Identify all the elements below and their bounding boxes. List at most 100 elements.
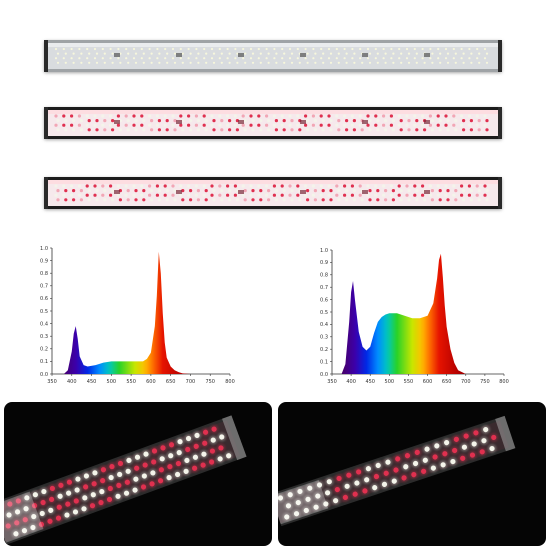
led-chip [407, 119, 411, 123]
led-chip [21, 528, 28, 534]
led-chip [32, 492, 38, 498]
led-chip [234, 57, 237, 60]
x-tick-label: 750 [205, 379, 215, 385]
led-chip [117, 47, 120, 51]
led-chip [101, 114, 105, 118]
led-chip [234, 47, 237, 51]
led-chip [413, 57, 416, 60]
led-chip [282, 119, 286, 123]
led-chip [202, 429, 209, 435]
led-chip [241, 193, 245, 197]
led-chip [473, 430, 479, 436]
led-chip [452, 123, 456, 127]
led-chip [421, 193, 425, 197]
led-chip [313, 119, 317, 123]
led-chip [321, 128, 325, 132]
led-chip [335, 123, 339, 127]
led-chip [87, 198, 91, 202]
led-chip [267, 119, 271, 123]
led-chip [358, 193, 362, 197]
led-chip [462, 119, 466, 123]
led-chip [103, 128, 107, 132]
led-bar-red-white [44, 107, 502, 139]
led-chip [400, 52, 403, 55]
led-chip [415, 189, 419, 193]
y-tick-label: 0.6 [320, 297, 328, 303]
led-chip [242, 47, 245, 51]
led-chip [429, 47, 432, 51]
led-chip [103, 52, 106, 55]
x-tick-label: 350 [327, 379, 337, 385]
led-chip [220, 128, 224, 132]
led-chip [450, 458, 456, 465]
led-chip [390, 57, 393, 60]
led-chip [391, 189, 395, 193]
led-chip [420, 468, 427, 474]
led-chip [413, 193, 417, 197]
led-chip [444, 193, 448, 197]
led-chip [272, 184, 276, 188]
led-chip [160, 445, 166, 451]
led-chip [454, 52, 457, 55]
led-chip [87, 119, 91, 123]
led-chip [280, 123, 284, 127]
led-chip [217, 456, 223, 462]
led-chip [274, 198, 278, 202]
led-chip [204, 198, 208, 202]
led-chip [405, 193, 409, 197]
led-chip [187, 123, 191, 127]
led-chip [321, 119, 325, 123]
led-chip [209, 459, 215, 465]
led-chip [187, 184, 191, 188]
led-chip [151, 459, 157, 465]
led-chip [116, 184, 120, 188]
led-chip [127, 61, 130, 64]
led-chip [352, 189, 356, 193]
led-chip [477, 189, 481, 193]
led-bar-white [44, 40, 502, 72]
led-chip [103, 189, 107, 193]
led-chip [241, 123, 245, 127]
led-chip [134, 119, 138, 123]
led-chip [219, 434, 225, 440]
led-chip [241, 184, 245, 188]
led-chip [413, 47, 416, 51]
led-chip [140, 114, 144, 118]
led-chip [397, 184, 401, 188]
led-chip [124, 479, 130, 485]
driver-component [362, 190, 368, 194]
led-chip [90, 492, 96, 498]
led-chip [233, 123, 237, 127]
led-chip [462, 189, 466, 193]
led-chip [282, 198, 286, 202]
led-chip [413, 123, 417, 127]
led-chip [282, 189, 286, 193]
x-tick-label: 600 [423, 379, 433, 385]
led-chip [150, 61, 153, 64]
led-chip [296, 114, 300, 118]
led-chip [353, 52, 356, 55]
led-chip [281, 47, 284, 51]
driver-component [238, 190, 244, 194]
led-chip [479, 449, 485, 455]
led-chip [210, 123, 214, 127]
led-chip [251, 119, 255, 123]
led-chip [329, 52, 333, 55]
led-chip [249, 184, 253, 188]
led-chip [15, 498, 21, 504]
led-chip [150, 470, 156, 476]
led-chip [226, 114, 230, 118]
led-chip [142, 128, 146, 132]
led-chip [297, 488, 303, 495]
led-chip [319, 114, 323, 118]
led-chip [436, 123, 440, 127]
led-chip [485, 198, 489, 202]
y-tick-label: 0.1 [40, 359, 48, 365]
led-chip [454, 198, 458, 202]
led-chip [344, 483, 350, 489]
led-chip [334, 486, 340, 493]
led-chip [434, 443, 440, 449]
lamp-body [4, 415, 247, 545]
led-chip [93, 123, 97, 127]
led-chip [407, 128, 411, 132]
